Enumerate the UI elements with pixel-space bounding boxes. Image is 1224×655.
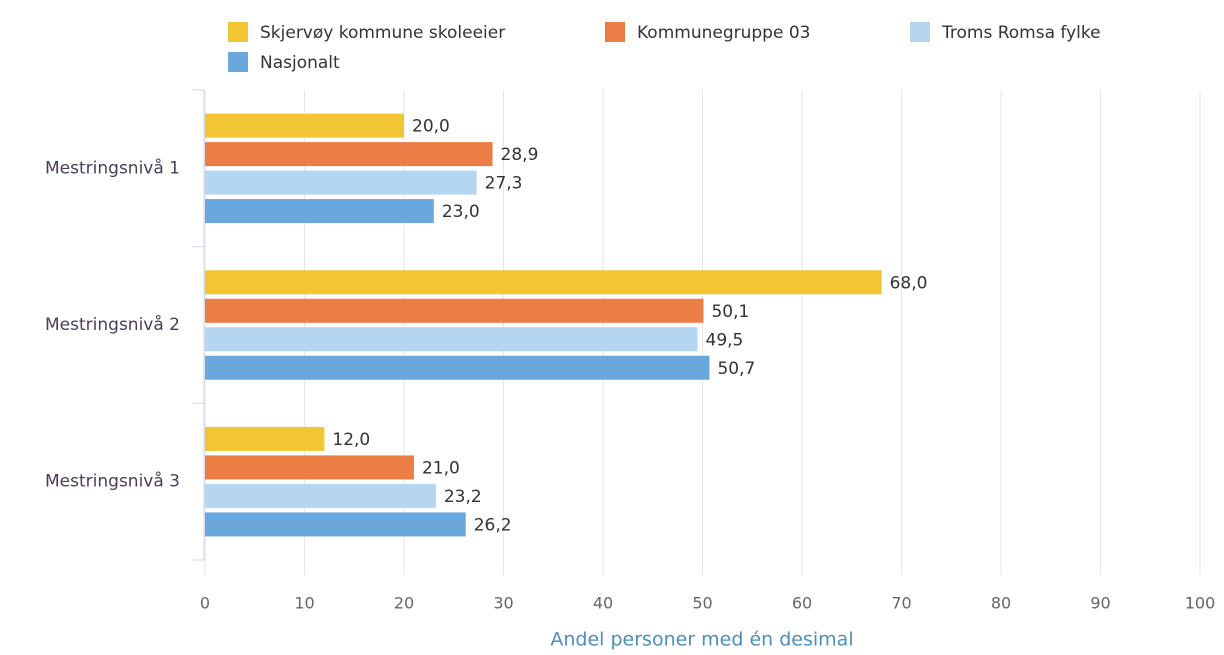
y-tick-label: Mestringsnivå 1 — [45, 157, 180, 178]
legend-swatch — [228, 22, 248, 42]
legend-label: Kommunegruppe 03 — [637, 23, 810, 43]
y-tick-label: Mestringsnivå 3 — [45, 471, 180, 492]
legend-label: Troms Romsa fylke — [941, 23, 1101, 43]
legend-swatch — [228, 52, 248, 72]
x-tick-label: 100 — [1185, 594, 1216, 613]
bar — [205, 483, 436, 508]
data-label: 26,2 — [474, 515, 512, 535]
bar — [205, 355, 710, 380]
data-label: 28,9 — [501, 145, 539, 165]
data-label: 27,3 — [485, 174, 523, 194]
legend-swatch — [910, 22, 930, 42]
x-tick-label: 70 — [891, 594, 911, 613]
y-tick-label: Mestringsnivå 2 — [45, 314, 180, 335]
data-label: 49,5 — [706, 330, 744, 350]
x-tick-label: 90 — [1090, 594, 1110, 613]
bar — [205, 298, 704, 323]
data-label: 50,1 — [711, 302, 749, 322]
x-tick-label: 10 — [294, 594, 314, 613]
bar — [205, 142, 493, 167]
x-tick-label: 40 — [593, 594, 613, 613]
bar — [205, 426, 325, 451]
bar — [205, 512, 466, 537]
data-label: 12,0 — [332, 430, 370, 450]
x-tick-label: 50 — [692, 594, 712, 613]
bar — [205, 113, 404, 138]
x-axis-title: Andel personer med én desimal — [550, 629, 853, 651]
data-label: 50,7 — [717, 359, 755, 379]
bar — [205, 327, 698, 352]
bar — [205, 270, 882, 295]
data-label: 68,0 — [890, 273, 928, 293]
legend-label: Nasjonalt — [260, 53, 340, 73]
data-label: 23,2 — [444, 487, 482, 507]
bar — [205, 199, 434, 224]
bar — [205, 170, 477, 195]
bar — [205, 455, 414, 480]
x-tick-label: 80 — [991, 594, 1011, 613]
legend-label: Skjervøy kommune skoleeier — [260, 23, 505, 43]
x-tick-label: 30 — [493, 594, 513, 613]
data-label: 23,0 — [442, 202, 480, 222]
data-label: 21,0 — [422, 458, 460, 478]
legend-swatch — [605, 22, 625, 42]
x-tick-label: 60 — [792, 594, 812, 613]
x-tick-label: 0 — [200, 594, 210, 613]
x-tick-label: 20 — [394, 594, 414, 613]
data-label: 20,0 — [412, 117, 450, 137]
